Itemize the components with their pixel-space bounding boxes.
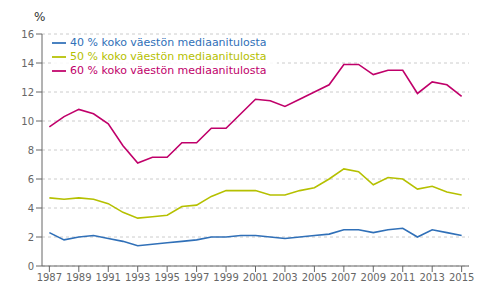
svg-text:2011: 2011 xyxy=(390,272,415,283)
svg-text:16: 16 xyxy=(21,29,34,40)
html-text:60 % koko väestön mediaanitulo: 60 % koko väestön mediaanitulosta xyxy=(70,64,267,77)
svg-text:1999: 1999 xyxy=(213,272,238,283)
svg-text:2007: 2007 xyxy=(331,272,356,283)
svg-text:1997: 1997 xyxy=(184,272,209,283)
svg-text:1989: 1989 xyxy=(66,272,91,283)
svg-text:2015: 2015 xyxy=(449,272,474,283)
svg-text:2003: 2003 xyxy=(272,272,297,283)
svg-text:12: 12 xyxy=(21,87,34,98)
svg-text:2013: 2013 xyxy=(419,272,444,283)
svg-text:2009: 2009 xyxy=(361,272,386,283)
svg-text:1987: 1987 xyxy=(37,272,62,283)
svg-text:14: 14 xyxy=(21,58,34,69)
html-text:40 % koko väestön mediaanitulo: 40 % koko väestön mediaanitulosta xyxy=(70,36,267,49)
svg-text:1993: 1993 xyxy=(125,272,150,283)
svg-text:1995: 1995 xyxy=(154,272,179,283)
svg-text:4: 4 xyxy=(28,203,34,214)
svg-text:2: 2 xyxy=(28,232,34,243)
svg-text:2001: 2001 xyxy=(243,272,268,283)
svg-text:0: 0 xyxy=(28,261,34,272)
svg-text:1991: 1991 xyxy=(96,272,121,283)
svg-text:2005: 2005 xyxy=(302,272,327,283)
svg-text:6: 6 xyxy=(28,174,34,185)
svg-text:8: 8 xyxy=(28,145,34,156)
html-text:50 % koko väestön mediaanitulo: 50 % koko väestön mediaanitulosta xyxy=(70,50,267,63)
svg-text:10: 10 xyxy=(21,116,34,127)
